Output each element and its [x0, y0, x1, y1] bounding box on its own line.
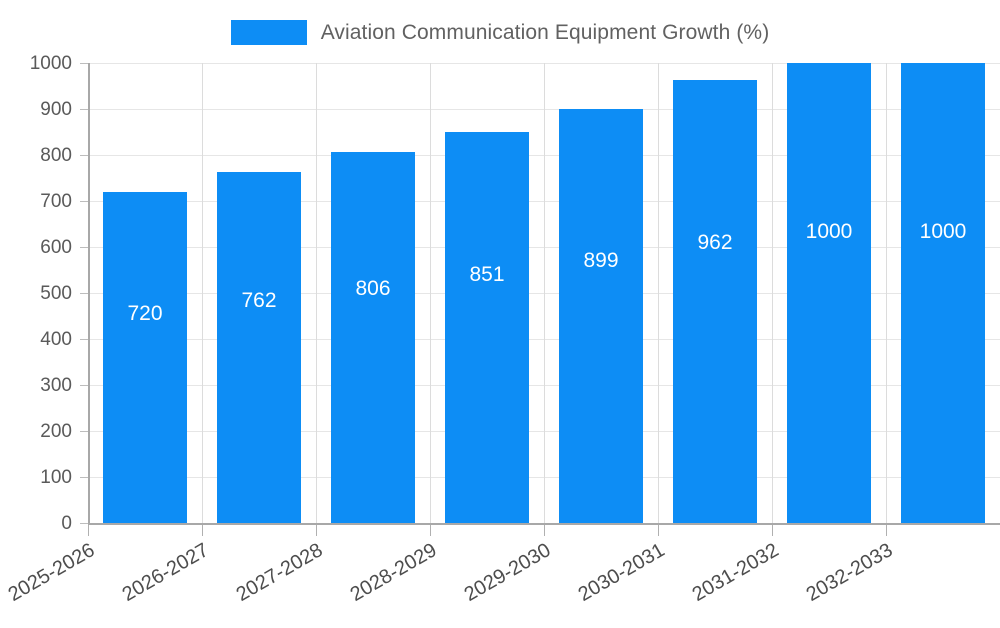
bar-value-label: 1000 [805, 220, 853, 243]
vertical-gridline [202, 63, 203, 523]
y-axis-tick-mark [80, 477, 88, 478]
bar-value-label: 962 [697, 231, 733, 254]
x-axis-tick-label: 2030-2031 [574, 539, 669, 607]
y-axis-tick-label: 200 [40, 421, 72, 442]
x-axis-tick-label: 2028-2029 [346, 539, 441, 607]
bar-value-label: 899 [583, 249, 619, 272]
y-axis-tick-label: 0 [61, 513, 72, 534]
y-axis-tick-mark [80, 109, 88, 110]
x-axis-tick-mark [658, 525, 659, 536]
bar-value-label: 720 [127, 302, 163, 325]
y-axis-tick-mark [80, 385, 88, 386]
bar[interactable] [673, 80, 757, 523]
y-axis-tick-mark [80, 201, 88, 202]
y-axis-tick-label: 600 [40, 237, 72, 258]
legend-label: Aviation Communication Equipment Growth … [320, 20, 770, 44]
bar-value-label: 762 [241, 289, 277, 312]
x-axis-tick-mark [544, 525, 545, 536]
y-axis-tick-mark [80, 339, 88, 340]
y-axis-tick-label: 800 [40, 145, 72, 166]
x-axis-tick-label: 2032-2033 [802, 539, 897, 607]
vertical-gridline [430, 63, 431, 523]
legend-color-swatch[interactable] [230, 19, 307, 45]
vertical-gridline [316, 63, 317, 523]
chart-legend: Aviation Communication Equipment Growth … [0, 12, 1000, 52]
x-axis-line [88, 523, 1000, 525]
bar[interactable] [559, 109, 643, 523]
y-axis-tick-label: 900 [40, 99, 72, 120]
y-axis-tick-mark [80, 523, 88, 524]
bar-value-label: 806 [355, 277, 391, 300]
bar[interactable] [787, 63, 871, 523]
y-axis-tick-mark [80, 293, 88, 294]
bar-value-label: 851 [469, 263, 505, 286]
vertical-gridline [886, 63, 887, 523]
y-axis-tick-mark [80, 247, 88, 248]
x-axis-tick-mark [88, 525, 89, 536]
bar[interactable] [331, 152, 415, 523]
plot-area: 720 762 806 851 899 962 1000 1000 [88, 63, 1000, 524]
bar-chart: Aviation Communication Equipment Growth … [0, 12, 1000, 607]
x-axis-tick-mark [772, 525, 773, 536]
vertical-gridline [772, 63, 773, 523]
bar[interactable] [217, 172, 301, 523]
y-axis-line [88, 63, 90, 525]
x-axis-tick-label: 2026-2027 [118, 539, 213, 607]
x-axis-tick-mark [886, 525, 887, 536]
x-axis-tick-mark [430, 525, 431, 536]
x-axis-tick-label: 2029-2030 [460, 539, 555, 607]
y-axis-tick-label: 400 [40, 329, 72, 350]
y-axis-tick-label: 1000 [29, 53, 72, 74]
x-axis-tick-label: 2027-2028 [232, 539, 327, 607]
x-axis-tick-mark [202, 525, 203, 536]
bar[interactable] [901, 63, 985, 523]
bar[interactable] [445, 132, 529, 523]
y-axis-tick-label: 500 [40, 283, 72, 304]
y-axis-tick-label: 700 [40, 191, 72, 212]
vertical-gridline [658, 63, 659, 523]
y-axis-tick-mark [80, 63, 88, 64]
x-axis-tick-mark [316, 525, 317, 536]
y-axis-tick-label: 300 [40, 375, 72, 396]
y-axis-tick-label: 100 [40, 467, 72, 488]
y-axis-tick-mark [80, 431, 88, 432]
x-axis-tick-label: 2031-2032 [688, 539, 783, 607]
y-axis-tick-mark [80, 155, 88, 156]
vertical-gridline [544, 63, 545, 523]
bar-value-label: 1000 [919, 220, 967, 243]
bar[interactable] [103, 192, 187, 523]
